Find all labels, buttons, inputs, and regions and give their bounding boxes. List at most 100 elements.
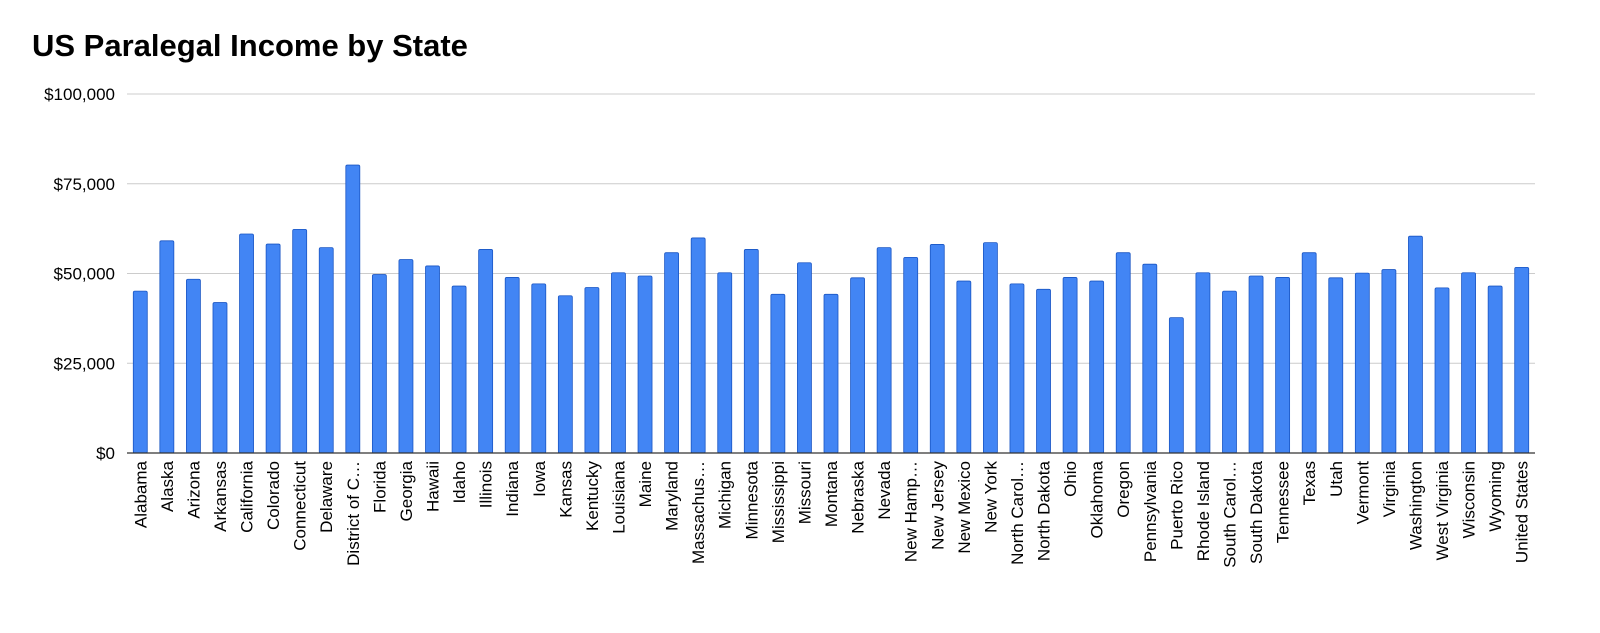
bar <box>1062 277 1078 454</box>
bar <box>876 247 892 454</box>
bar <box>478 249 494 454</box>
bar <box>1354 272 1370 454</box>
x-tick-label: South Carol… <box>1220 461 1239 568</box>
bar <box>398 259 414 454</box>
x-tick-label: Ohio <box>1061 461 1080 497</box>
x-tick-label: Colorado <box>264 461 283 530</box>
chart-title: US Paralegal Income by State <box>32 28 468 63</box>
y-tick-label: $25,000 <box>54 354 115 373</box>
bar <box>637 275 653 454</box>
bar <box>1461 272 1476 454</box>
bar <box>770 293 786 454</box>
x-tick-label: Montana <box>822 460 841 527</box>
x-tick-label: Oregon <box>1114 461 1133 518</box>
x-tick-label: Michigan <box>716 461 735 529</box>
bar <box>504 277 520 454</box>
x-tick-label: North Dakota <box>1035 460 1054 561</box>
x-tick-label: New Hamp… <box>902 461 921 562</box>
x-tick-label: New Jersey <box>928 461 947 550</box>
x-tick-label: New York <box>981 461 1000 533</box>
x-tick-label: West Virginia <box>1433 460 1452 560</box>
x-tick-label: Wyoming <box>1486 461 1505 532</box>
y-axis-tick-labels: $0 $25,000 $50,000 $75,000 $100,000 <box>44 85 115 463</box>
x-tick-label: Wisconsin <box>1460 461 1479 538</box>
x-tick-label: Rhode Island <box>1194 461 1213 561</box>
bar <box>982 242 998 454</box>
x-tick-label: Hawaii <box>424 461 443 512</box>
bar <box>1142 263 1158 454</box>
grid-lines <box>127 93 1535 364</box>
x-tick-label: Mississippi <box>769 461 788 543</box>
x-tick-label: Connecticut <box>291 461 310 551</box>
x-tick-label: Kansas <box>556 461 575 518</box>
x-tick-label: Tennessee <box>1274 461 1293 543</box>
bar <box>1275 277 1291 454</box>
bar <box>425 265 440 454</box>
x-tick-label: North Carol… <box>1008 461 1027 565</box>
x-tick-label: Oklahoma <box>1088 460 1107 538</box>
bar <box>903 256 919 454</box>
x-tick-label: Arkansas <box>211 461 230 532</box>
bars <box>132 164 1530 454</box>
x-tick-label: Vermont <box>1353 461 1372 525</box>
x-tick-label: Florida <box>370 460 389 513</box>
x-tick-label: Missouri <box>795 461 814 524</box>
x-tick-label: Arizona <box>184 460 203 518</box>
x-tick-label: Utah <box>1327 461 1346 497</box>
bar <box>1434 287 1450 454</box>
x-tick-label: Alaska <box>158 460 177 512</box>
bar <box>1222 290 1237 454</box>
bar <box>743 249 759 454</box>
bar <box>1514 266 1530 454</box>
y-tick-label: $75,000 <box>54 175 115 194</box>
bar <box>1168 317 1184 454</box>
x-tick-label: Pennsylvania <box>1141 460 1160 562</box>
x-tick-label: Georgia <box>397 460 416 521</box>
x-tick-label: Alabama <box>131 460 150 528</box>
bar <box>850 277 865 454</box>
bar <box>186 278 201 454</box>
x-tick-label: Indiana <box>503 460 522 516</box>
x-tick-label: Iowa <box>530 460 549 496</box>
bar <box>956 280 972 454</box>
x-axis-tick-labels: Alabama Alaska Arizona Arkansas California Co… <box>131 460 1531 567</box>
bar <box>371 274 387 454</box>
bar <box>1328 277 1344 454</box>
bar <box>717 272 733 454</box>
bar <box>1487 285 1503 454</box>
x-tick-label: Idaho <box>450 461 469 504</box>
x-tick-label: United States <box>1513 461 1532 563</box>
y-tick-label: $100,000 <box>44 85 115 104</box>
x-tick-label: Delaware <box>317 461 336 533</box>
x-tick-label: South Dakota <box>1247 460 1266 564</box>
x-tick-label: Virginia <box>1380 460 1399 517</box>
y-tick-label: $0 <box>96 444 115 463</box>
x-tick-label: Texas <box>1300 461 1319 505</box>
x-tick-label: District of C… <box>344 461 363 566</box>
x-tick-label: Massachus… <box>689 461 708 564</box>
bar <box>451 285 467 454</box>
x-tick-label: California <box>238 460 257 532</box>
bar <box>1089 280 1105 454</box>
bar <box>664 252 680 454</box>
bar <box>318 247 334 454</box>
bar <box>584 287 600 454</box>
x-tick-label: Maryland <box>663 461 682 531</box>
bar <box>239 233 254 454</box>
x-tick-label: Puerto Rico <box>1167 461 1186 550</box>
bar <box>690 237 706 454</box>
y-tick-label: $50,000 <box>54 265 115 284</box>
x-tick-label: Washington <box>1406 461 1425 550</box>
bar <box>823 293 839 454</box>
bar <box>1248 275 1264 454</box>
bar <box>1381 269 1397 454</box>
bar <box>531 283 547 454</box>
bar <box>611 272 626 454</box>
x-tick-label: Louisiana <box>609 460 628 533</box>
bar <box>159 240 175 454</box>
bar <box>292 228 308 454</box>
x-tick-label: Nevada <box>875 460 894 519</box>
bar <box>265 243 281 454</box>
bar <box>1301 252 1317 454</box>
